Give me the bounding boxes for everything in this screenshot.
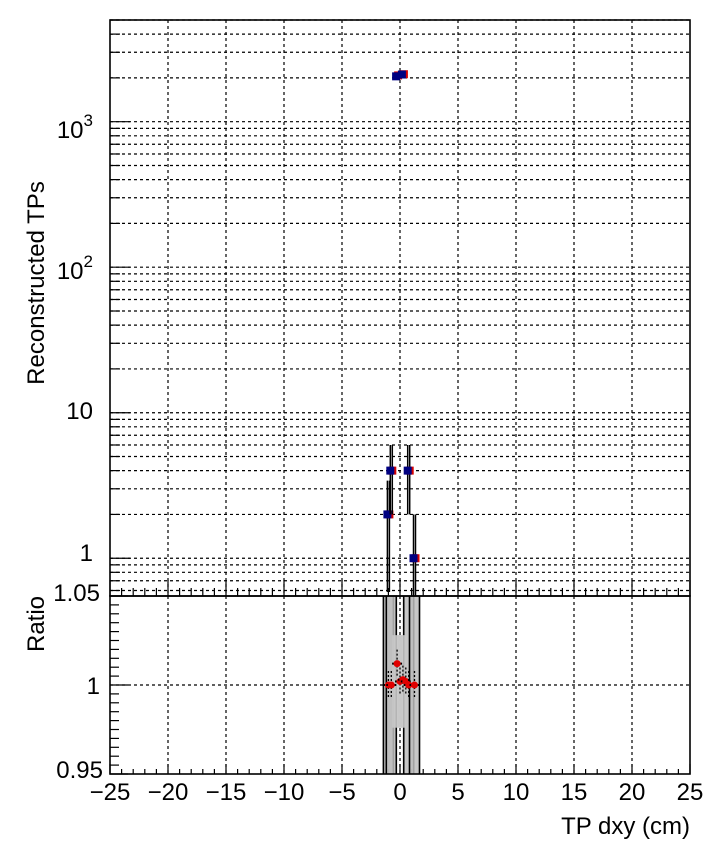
ytick-label-100-exp: 2: [84, 252, 93, 271]
ytick-label-100: 102: [57, 252, 93, 285]
xtick-label: 15: [561, 779, 588, 806]
x-axis-label: TP dxy (cm): [561, 813, 690, 840]
bottom-frame: [109, 595, 691, 775]
ratio-ytick-label-095: 0.95: [56, 757, 103, 784]
top-point: [397, 70, 406, 79]
ratio-point: [411, 681, 418, 689]
xtick-label: 25: [677, 779, 704, 806]
ratio-point: [393, 660, 401, 668]
xtick-label: 0: [393, 779, 406, 806]
xtick-label: 20: [619, 779, 646, 806]
xtick-label: 10: [503, 779, 530, 806]
xtick-label: −15: [206, 779, 247, 806]
top-grid: [110, 19, 690, 596]
y-axis-label-bottom: Ratio: [23, 596, 50, 652]
xtick-label: −20: [148, 779, 189, 806]
xtick-labels: −25 −20 −15 −10 −5 0 5 10 15 20 25: [90, 779, 704, 806]
top-point: [403, 466, 412, 475]
top-point: [383, 510, 392, 519]
ratio-point: [387, 681, 395, 689]
y-axis-label-top: Reconstructed TPs: [23, 181, 50, 385]
ytick-label-1000-exp: 3: [84, 111, 93, 130]
top-series: [383, 70, 420, 596]
ratio-series: [382, 596, 421, 774]
ratio-ytick-label-1: 1: [87, 673, 100, 700]
xtick-label: −25: [90, 779, 131, 806]
top-point: [386, 466, 395, 475]
top-ticks: [109, 19, 691, 596]
ytick-label-10: 10: [66, 398, 93, 425]
ytick-label-1: 1: [80, 540, 93, 567]
ratio-ytick-label-105: 1.05: [53, 580, 100, 607]
ytick-label-1000: 103: [57, 111, 93, 144]
xtick-label: 5: [451, 779, 464, 806]
top-point: [409, 554, 418, 563]
top-point: [392, 72, 401, 81]
ratio-point: [405, 681, 413, 689]
xtick-label: −10: [264, 779, 305, 806]
xtick-label: −5: [328, 779, 355, 806]
